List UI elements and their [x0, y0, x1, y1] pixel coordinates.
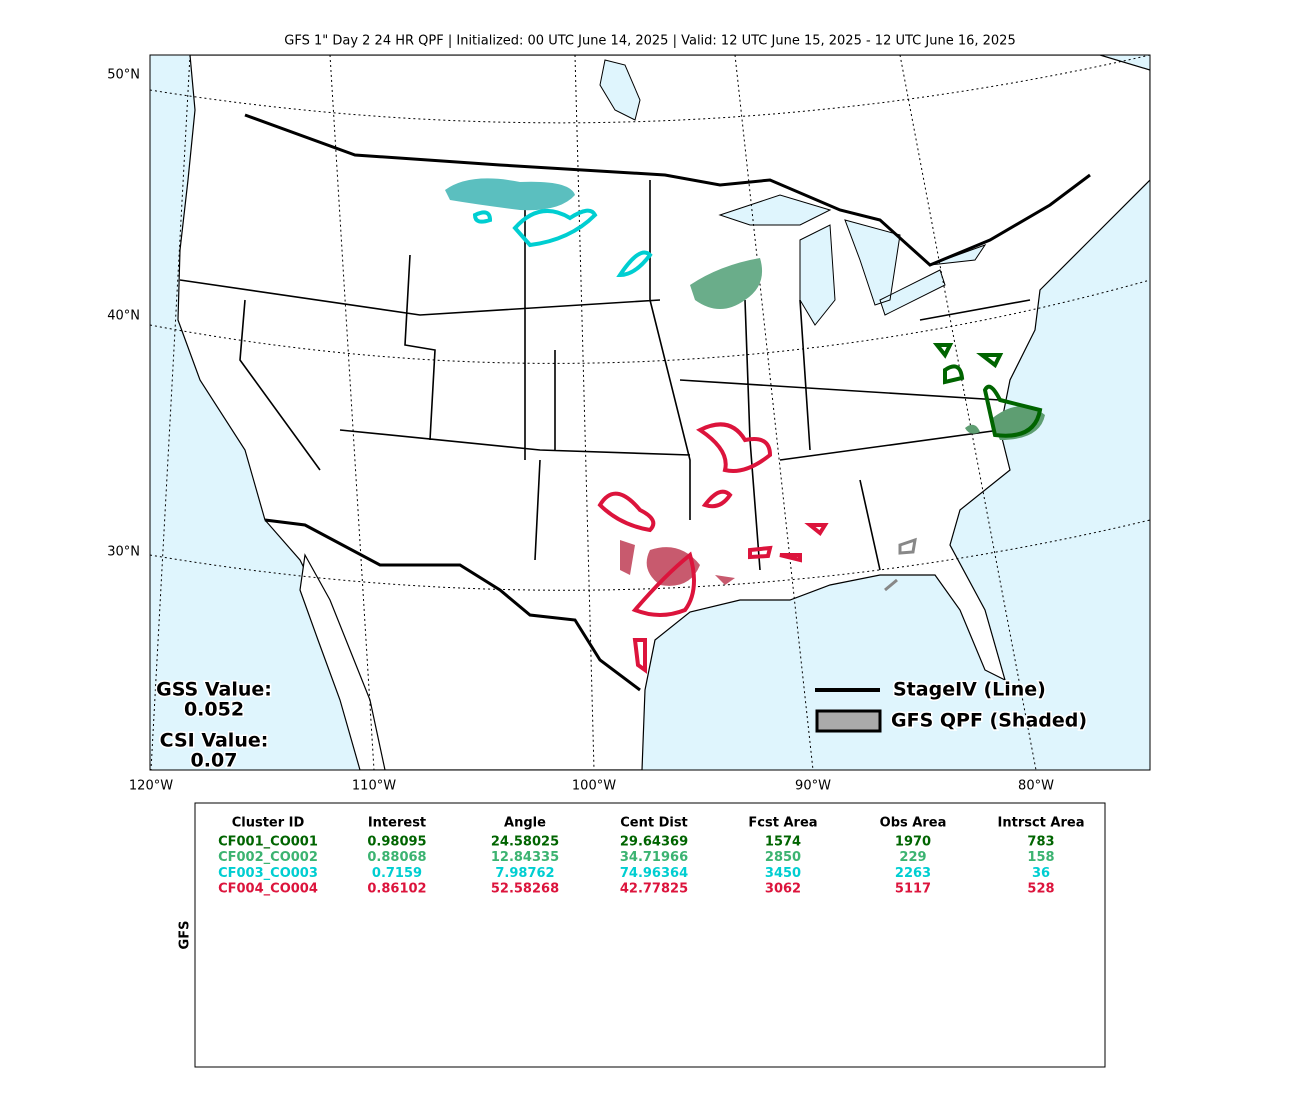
- table-cell: CF003_CO003: [218, 866, 318, 881]
- column-header: Angle: [504, 816, 546, 831]
- table-cell: CF002_CO002: [218, 850, 318, 865]
- table-cell: 528: [1027, 882, 1054, 897]
- great-lakes: [718, 194, 987, 326]
- legend-label: StageIV (Line): [893, 679, 1046, 701]
- table-cell: 2263: [895, 866, 931, 881]
- map: StageIV (Line) GFS QPF (Shaded) GSS Valu…: [150, 55, 1150, 772]
- legend: StageIV (Line) GFS QPF (Shaded): [815, 677, 1089, 733]
- lon-label: 90°W: [795, 779, 831, 794]
- table-cell: 52.58268: [491, 882, 559, 897]
- gss-value: 0.052: [184, 699, 244, 721]
- table: Cluster ID Interest Angle Cent Dist Fcst Are…: [218, 816, 1084, 897]
- title: GFS 1" Day 2 24 HR QPF | Initialized: 00…: [284, 34, 1015, 49]
- table-cell: 3450: [765, 866, 801, 881]
- csi-value: 0.07: [191, 750, 238, 772]
- column-header: Cluster ID: [232, 816, 305, 831]
- column-header: Cent Dist: [620, 816, 688, 831]
- table-cell: 34.71966: [620, 850, 688, 865]
- lon-label: 100°W: [572, 779, 616, 794]
- table-cell: 29.64369: [620, 835, 688, 850]
- table-cell: 74.96364: [620, 866, 688, 881]
- gss-label: GSS Value:: [156, 679, 272, 701]
- table-cell: CF004_CO004: [218, 882, 318, 897]
- csi-label: CSI Value:: [160, 730, 269, 752]
- table-cell: 24.58025: [491, 835, 559, 850]
- table-cell: 7.98762: [495, 866, 554, 881]
- lat-label: 30°N: [107, 545, 140, 560]
- legend-label: GFS QPF (Shaded): [891, 710, 1087, 732]
- table-cell: 0.7159: [372, 866, 422, 881]
- lat-label: 40°N: [107, 309, 140, 324]
- table-cell: 0.98095: [367, 835, 426, 850]
- table-cell: 158: [1027, 850, 1054, 865]
- clusters: [445, 178, 1045, 674]
- table-side-label: GFS: [178, 921, 193, 950]
- lat-label: 50°N: [107, 68, 140, 83]
- lon-label: 120°W: [129, 779, 173, 794]
- baja: [299, 553, 386, 770]
- us-canada-border: [244, 113, 1091, 267]
- column-header: Fcst Area: [748, 816, 817, 831]
- land: [177, 55, 1150, 770]
- table-cell: 42.77825: [620, 882, 688, 897]
- table-cell: 3062: [765, 882, 801, 897]
- column-header: Interest: [368, 816, 426, 831]
- lake-winnipeg: [599, 59, 641, 121]
- lon-label: 80°W: [1018, 779, 1054, 794]
- lon-label: 110°W: [352, 779, 396, 794]
- table-cell: 5117: [895, 882, 931, 897]
- column-header: Intrsct Area: [998, 816, 1085, 831]
- table-cell: 229: [899, 850, 926, 865]
- table-cell: 0.86102: [367, 882, 426, 897]
- us-mexico-border: [264, 518, 641, 692]
- table-cell: 1574: [765, 835, 801, 850]
- graticule: [150, 55, 1150, 770]
- table-cell: 12.84335: [491, 850, 559, 865]
- table-cell: 1970: [895, 835, 931, 850]
- state-lines: [179, 180, 1031, 571]
- table-cell: 2850: [765, 850, 801, 865]
- table-cell: 0.88068: [367, 850, 426, 865]
- table-cell: 783: [1027, 835, 1054, 850]
- map-frame: [149, 54, 1151, 771]
- legend-patch: [815, 709, 882, 733]
- table-cell: CF001_CO001: [218, 835, 318, 850]
- column-header: Obs Area: [880, 816, 947, 831]
- table-cell: 36: [1032, 866, 1050, 881]
- table-frame: [194, 802, 1106, 1068]
